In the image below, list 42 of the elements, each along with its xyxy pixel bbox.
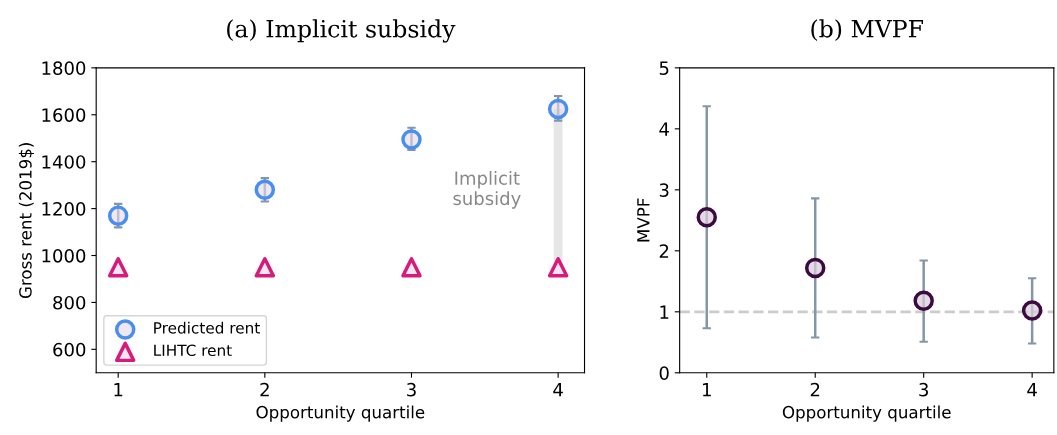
chart-title: (b) MVPF <box>811 19 924 41</box>
point <box>254 179 276 201</box>
y-tick-label: 800 <box>53 295 86 310</box>
x-tick-label: 4 <box>1027 383 1037 397</box>
point <box>254 257 276 278</box>
x-tick-label: 3 <box>919 382 928 397</box>
x-tick-label: 1 <box>114 383 123 397</box>
point <box>1021 300 1043 321</box>
y-tick-label: 1400 <box>42 155 86 169</box>
y-tick-label: 0 <box>659 366 669 380</box>
point <box>107 205 129 226</box>
y-tick-label: 2 <box>659 244 669 258</box>
point <box>107 257 129 278</box>
x-tick-label: 1 <box>703 383 711 397</box>
y-tick-label: 1600 <box>42 108 86 122</box>
point <box>547 257 569 278</box>
y-tick-label: 600 <box>53 342 86 357</box>
y-tick-label: 5 <box>659 61 669 75</box>
x-axis-title: Opportunity quartile <box>256 405 425 422</box>
legend-label: Predicted rent <box>154 321 260 334</box>
x-tick-label: 2 <box>260 382 269 397</box>
x-tick-label: 2 <box>810 382 820 397</box>
x-tick-label: 3 <box>407 382 416 397</box>
y-tick-label: 4 <box>659 122 669 136</box>
y-tick-label: 1 <box>660 305 669 319</box>
x-axis-title: Opportunity quartile <box>782 405 951 422</box>
y-axis-title: Gross rent (2019$) <box>18 143 34 299</box>
point <box>547 98 569 120</box>
y-tick-label: 1200 <box>42 202 86 216</box>
point <box>401 129 422 150</box>
y-tick-label: 1800 <box>42 61 86 75</box>
chart-title: (a) Implicit subsidy <box>227 19 456 43</box>
x-tick-label: 4 <box>553 383 563 397</box>
point <box>401 257 422 278</box>
point <box>913 290 934 312</box>
legend-label: LIHTC rent <box>154 344 232 357</box>
y-tick-label: 3 <box>659 183 669 197</box>
point <box>804 257 826 279</box>
y-axis-title: MVPF <box>637 198 650 242</box>
point <box>696 207 718 228</box>
annotation: Implicit subsidy <box>453 170 521 209</box>
y-tick-label: 1000 <box>42 248 86 263</box>
